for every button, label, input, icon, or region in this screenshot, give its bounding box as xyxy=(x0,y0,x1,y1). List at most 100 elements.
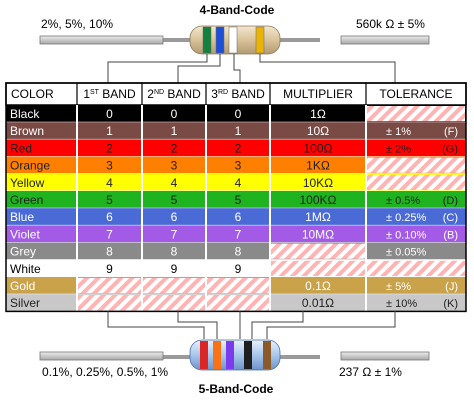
band-digit: 8 xyxy=(106,245,113,259)
band-digit: 2 xyxy=(235,141,242,155)
band-digit: 5 xyxy=(106,193,113,207)
five-band-resistor-body xyxy=(189,339,281,371)
color-name: Silver xyxy=(10,296,40,310)
band-digit: 4 xyxy=(235,176,242,190)
five-band-stripe-5 xyxy=(263,341,271,369)
empty-cell xyxy=(367,106,465,122)
band-digit: 3 xyxy=(171,159,178,173)
tolerance-value: ± 5% xyxy=(386,281,411,293)
lead-wire-right xyxy=(275,38,320,42)
five-band-example-value: 237 Ω ± 1% xyxy=(339,365,402,379)
color-name: Black xyxy=(10,107,40,121)
four-band-right-bar xyxy=(340,35,430,45)
empty-cell xyxy=(143,278,205,294)
empty-cell xyxy=(271,260,365,276)
four-band-tolerance-options: 2%, 5%, 10% xyxy=(41,17,113,31)
table-row-blue: Blue 6 6 6 1MΩ ± 0.25% (C) xyxy=(6,208,466,226)
band-digit: 4 xyxy=(171,176,178,190)
band-digit: 4 xyxy=(106,176,113,190)
band-digit: 2 xyxy=(106,141,113,155)
table-row-green: Green 5 5 5 100KΩ ± 0.5% (D) xyxy=(6,191,466,209)
color-name: Yellow xyxy=(10,176,45,190)
empty-cell xyxy=(207,295,269,311)
lead-wire-left-5band xyxy=(150,355,195,359)
multiplier-value: 0.1Ω xyxy=(305,279,331,293)
multiplier-value: 1MΩ xyxy=(305,210,331,224)
empty-cell xyxy=(367,260,465,276)
color-name: Gold xyxy=(10,279,35,293)
band-digit: 7 xyxy=(171,227,178,241)
band-digit: 0 xyxy=(235,107,242,121)
table-row-gold: Gold 0.1Ω ± 5% (J) xyxy=(6,277,466,295)
empty-cell xyxy=(367,157,465,173)
table-row-silver: Silver 0.01Ω ± 10% (K) xyxy=(6,294,466,312)
multiplier-value: 1Ω xyxy=(310,107,326,121)
band-digit: 2 xyxy=(171,141,178,155)
tolerance-value: ± 0.25% xyxy=(386,212,427,224)
five-band-connectors xyxy=(107,311,396,339)
four-band-stripes xyxy=(202,26,265,54)
empty-cell xyxy=(78,278,141,294)
band-digit: 7 xyxy=(106,227,113,241)
table-row-grey: Grey 8 8 8 ± 0.05% xyxy=(6,242,466,261)
band-digit: 1 xyxy=(235,124,242,138)
multiplier-value: 0.01Ω xyxy=(302,296,334,310)
tolerance-value: ± 0.5% xyxy=(386,195,420,207)
five-band-resistor-section: 0.1%, 0.25%, 0.5%, 1% 237 Ω ± 1% 5-Band-… xyxy=(39,311,430,396)
tolerance-value: ± 1% xyxy=(386,126,411,138)
color-name: Blue xyxy=(10,210,34,224)
color-name: Violet xyxy=(10,227,40,241)
band-digit: 9 xyxy=(171,262,178,276)
header-multiplier: MULTIPLIER xyxy=(283,87,353,101)
color-name: Brown xyxy=(10,124,44,138)
table-row-black: Black 0 0 0 1Ω xyxy=(6,105,466,123)
band-digit: 5 xyxy=(171,193,178,207)
four-band-example-value: 560k Ω ± 5% xyxy=(356,17,425,31)
multiplier-value: 100Ω xyxy=(304,141,333,155)
table-header: COLOR 1ST BAND 2ND BAND 3RD BAND MULTIPLIER T… xyxy=(5,82,467,106)
five-band-left-bar xyxy=(39,351,164,361)
tolerance-letter-code: (C) xyxy=(443,212,458,224)
empty-cell xyxy=(78,295,141,311)
four-band-stripe-3 xyxy=(228,26,238,54)
band-digit: 6 xyxy=(171,210,178,224)
band-digit: 0 xyxy=(171,107,178,121)
color-name: Red xyxy=(10,141,32,155)
tolerance-letter-code: (J) xyxy=(445,281,458,293)
tolerance-letter-code: (F) xyxy=(444,126,458,138)
multiplier-value: 10MΩ xyxy=(302,227,334,241)
lead-wire-left xyxy=(150,38,195,42)
table-row-white: White 9 9 9 xyxy=(6,259,466,278)
tolerance-value: ± 2% xyxy=(386,143,411,155)
band-digit: 7 xyxy=(235,227,242,241)
four-band-title: 4-Band-Code xyxy=(200,3,275,17)
multiplier-value: 1KΩ xyxy=(306,159,330,173)
tolerance-value: ± 10% xyxy=(386,298,417,310)
table-border xyxy=(5,82,467,313)
tolerance-letter-code: (B) xyxy=(443,229,458,241)
table-row-brown: Brown 1 1 1 10Ω ± 1% (F) xyxy=(6,122,466,140)
tolerance-value: ± 0.10% xyxy=(386,229,427,241)
five-band-stripe-2 xyxy=(213,341,221,369)
table-row-yellow: Yellow 4 4 4 10KΩ xyxy=(6,173,466,192)
five-band-stripe-3 xyxy=(226,341,234,369)
four-band-connectors xyxy=(107,54,396,84)
band-digit: 9 xyxy=(106,262,113,276)
band-digit: 6 xyxy=(106,210,113,224)
four-band-resistor-section: 4-Band-Code 2%, 5%, 10% 560k Ω ± 5% xyxy=(39,3,430,84)
tolerance-letter-code: (K) xyxy=(443,298,458,310)
table-row-red: Red 2 2 2 100Ω ± 2% (G) xyxy=(6,139,466,158)
header-tolerance: TOLERANCE xyxy=(379,87,452,101)
five-band-stripes xyxy=(200,341,271,369)
header-band-1: 1ST BAND xyxy=(83,87,136,101)
tolerance-letter-code: (D) xyxy=(443,195,458,207)
five-band-title: 5-Band-Code xyxy=(199,382,274,396)
lead-wire-right-5band xyxy=(275,355,320,359)
tolerance-value: ± 0.05% xyxy=(386,247,427,259)
band-digit: 1 xyxy=(106,124,113,138)
five-band-tolerance-options: 0.1%, 0.25%, 0.5%, 1% xyxy=(42,365,168,379)
band-digit: 5 xyxy=(235,193,242,207)
band-digit: 1 xyxy=(171,124,178,138)
color-code-table: COLOR 1ST BAND 2ND BAND 3RD BAND MULTIPLIER T… xyxy=(5,82,467,313)
color-name: White xyxy=(10,262,41,276)
